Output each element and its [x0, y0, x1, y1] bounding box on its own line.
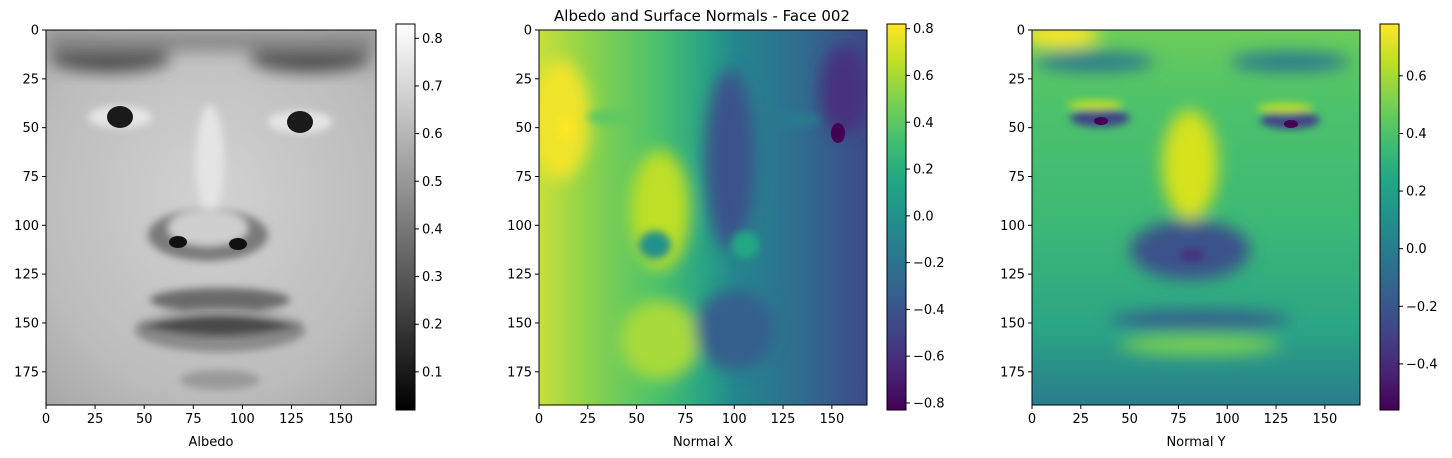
- y-tick-label: 25: [515, 72, 532, 87]
- y-tick-label: 125: [1000, 268, 1025, 283]
- colorbar-tick-label: 0.4: [422, 222, 443, 237]
- x-tick-label: 0: [535, 412, 543, 427]
- x-tick-label: 50: [1121, 412, 1138, 427]
- colorbar-tick-label: −0.4: [913, 303, 945, 318]
- x-tick-label: 75: [185, 412, 202, 427]
- y-tick-label: 50: [22, 121, 39, 136]
- colorbar-tick-label: 0.2: [913, 163, 934, 178]
- x-tick-label: 25: [580, 412, 597, 427]
- x-tick-label: 100: [722, 412, 747, 427]
- colorbar-tick-label: 0.4: [913, 116, 934, 131]
- albedo-colorbar-ticks: 0.1 0.2 0.3 0.4 0.5 0.6 0.7 0.8: [415, 32, 443, 380]
- colorbar-tick-label: 0.1: [422, 365, 443, 380]
- panel-normal-y: 0 25 50 75 100 125 150 0 25 50 75 100 125 150 175 Nor…: [1000, 23, 1438, 450]
- y-tick-label: 100: [14, 219, 39, 234]
- colorbar-tick-label: −0.2: [1406, 300, 1438, 315]
- x-tick-label: 125: [771, 412, 796, 427]
- y-tick-label: 175: [507, 365, 532, 380]
- normal-y-image: [1032, 30, 1360, 405]
- x-tick-label: 25: [87, 412, 104, 427]
- normal-x-image: [539, 30, 867, 405]
- colorbar-tick-label: 0.2: [1406, 185, 1427, 200]
- x-tick-label: 125: [1264, 412, 1289, 427]
- y-tick-label: 75: [515, 170, 532, 185]
- normal-y-colorbar-ticks: −0.4 −0.2 0.0 0.2 0.4 0.6: [1399, 69, 1438, 372]
- colorbar-tick-label: 0.0: [913, 209, 934, 224]
- y-tick-label: 175: [1000, 365, 1025, 380]
- normal-y-y-axis: 0 25 50 75 100 125 150 175: [1000, 24, 1032, 380]
- y-tick-label: 75: [1008, 170, 1025, 185]
- x-tick-label: 50: [628, 412, 645, 427]
- colorbar-tick-label: −0.8: [913, 396, 945, 411]
- panel-normal-x: Albedo and Surface Normals - Face 002 0 2…: [507, 7, 944, 450]
- colorbar-tick-label: 0.6: [422, 127, 443, 142]
- albedo-x-axis: 0 25 50 75 100 125 150: [42, 405, 353, 427]
- y-tick-label: 75: [22, 170, 39, 185]
- colorbar-tick-label: −0.6: [913, 350, 945, 365]
- x-tick-label: 150: [1312, 412, 1337, 427]
- x-tick-label: 0: [1028, 412, 1036, 427]
- y-tick-label: 25: [1008, 72, 1025, 87]
- normal-x-y-axis: 0 25 50 75 100 125 150 175: [507, 24, 539, 380]
- normal-x-colorbar: [886, 23, 907, 411]
- colorbar-tick-label: 0.5: [422, 175, 443, 190]
- y-tick-label: 0: [31, 24, 39, 39]
- x-tick-label: 25: [1073, 412, 1090, 427]
- x-tick-label: 125: [279, 412, 304, 427]
- x-tick-label: 0: [42, 412, 50, 427]
- y-tick-label: 50: [1008, 121, 1025, 136]
- x-tick-label: 150: [328, 412, 353, 427]
- y-tick-label: 0: [1017, 24, 1025, 39]
- panel-albedo: 0 25 50 75 100 125 150 0 25 50 75 100 125 150 175 Alb…: [14, 23, 443, 450]
- y-tick-label: 25: [22, 72, 39, 87]
- x-tick-label: 100: [1215, 412, 1240, 427]
- y-tick-label: 100: [507, 219, 532, 234]
- albedo-colorbar: [395, 23, 416, 411]
- y-tick-label: 125: [14, 268, 39, 283]
- x-tick-label: 150: [819, 412, 844, 427]
- normal-y-colorbar: [1379, 23, 1400, 411]
- figure-title: Albedo and Surface Normals - Face 002: [554, 7, 850, 25]
- y-tick-label: 125: [507, 268, 532, 283]
- y-tick-label: 150: [1000, 316, 1025, 331]
- colorbar-tick-label: 0.6: [913, 69, 934, 84]
- x-tick-label: 75: [1170, 412, 1187, 427]
- y-tick-label: 100: [1000, 219, 1025, 234]
- colorbar-tick-label: 0.8: [913, 22, 934, 37]
- normal-y-x-axis: 0 25 50 75 100 125 150: [1028, 405, 1337, 427]
- colorbar-tick-label: 0.8: [422, 32, 443, 47]
- colorbar-tick-label: 0.6: [1406, 69, 1427, 84]
- normal-y-xlabel: Normal Y: [1166, 435, 1225, 450]
- y-tick-label: 150: [507, 316, 532, 331]
- normal-x-xlabel: Normal X: [673, 435, 733, 450]
- y-tick-label: 0: [524, 24, 532, 39]
- y-tick-label: 50: [515, 121, 532, 136]
- colorbar-tick-label: 0.4: [1406, 127, 1427, 142]
- colorbar-tick-label: 0.7: [422, 79, 443, 94]
- y-tick-label: 175: [14, 365, 39, 380]
- normal-x-colorbar-ticks: −0.8 −0.6 −0.4 −0.2 0.0 0.2 0.4 0.6 0.8: [906, 22, 945, 411]
- albedo-xlabel: Albedo: [189, 435, 234, 450]
- x-tick-label: 75: [677, 412, 694, 427]
- x-tick-label: 100: [230, 412, 255, 427]
- y-tick-label: 150: [14, 316, 39, 331]
- colorbar-tick-label: −0.2: [913, 256, 945, 271]
- albedo-image: [46, 30, 376, 405]
- colorbar-tick-label: 0.3: [422, 270, 443, 285]
- colorbar-tick-label: 0.2: [422, 318, 443, 333]
- colorbar-tick-label: 0.0: [1406, 242, 1427, 257]
- colorbar-tick-label: −0.4: [1406, 357, 1438, 372]
- x-tick-label: 50: [136, 412, 153, 427]
- normal-x-x-axis: 0 25 50 75 100 125 150: [535, 405, 844, 427]
- albedo-y-axis: 0 25 50 75 100 125 150 175: [14, 24, 46, 380]
